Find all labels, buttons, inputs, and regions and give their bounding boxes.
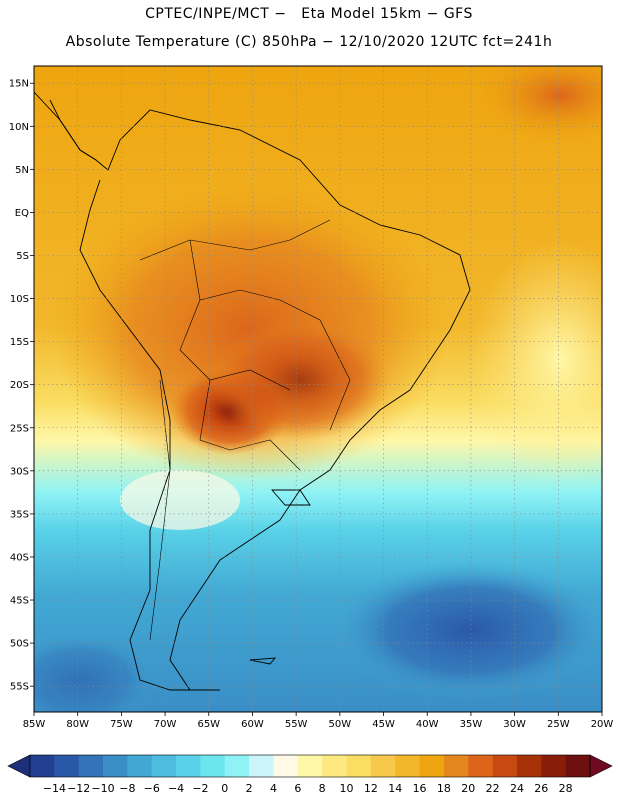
lon-tick-label: 50W: [329, 719, 352, 730]
colorbar-segment: [54, 755, 79, 777]
lat-tick-label: EQ: [15, 208, 29, 219]
colorbar-segment: [468, 755, 493, 777]
colorbar-label: 6: [294, 782, 301, 795]
colorbar-label: 26: [534, 782, 548, 795]
colorbar-label: 14: [388, 782, 402, 795]
lon-tick-label: 65W: [197, 719, 220, 730]
country-borders: [139, 219, 351, 641]
colorbar-label: 24: [510, 782, 524, 795]
colorbar-label: −14: [43, 782, 66, 795]
lat-tick-label: 15S: [10, 337, 29, 348]
lat-tick-label: 50S: [10, 639, 29, 650]
latitude-labels: 15N 10N 5N EQ 5S 10S 15S 20S 25S 30S 35S 40S 45S 50S 5…: [9, 79, 34, 693]
lat-tick-label: 10N: [9, 122, 29, 133]
colorbar-low-arrow: [7, 754, 31, 778]
lon-tick-label: 70W: [154, 719, 177, 730]
lat-tick-label: 10S: [10, 294, 29, 305]
colorbar-label: −8: [119, 782, 135, 795]
colorbar-segment: [103, 755, 128, 777]
colorbar-segment: [395, 755, 420, 777]
temperature-field: [34, 66, 602, 712]
colorbar-segment: [127, 755, 153, 777]
colorbar-segment: [516, 755, 542, 777]
colorbar-label: 12: [364, 782, 378, 795]
map-title-line1: CPTEC/INPE/MCT − Eta Model 15km − GFS: [145, 6, 473, 22]
colorbar-label: −12: [67, 782, 90, 795]
lat-tick-label: 5N: [15, 165, 29, 176]
lon-tick-label: 75W: [110, 719, 133, 730]
colorbar-segment: [78, 755, 104, 777]
lat-tick-label: 20S: [10, 380, 29, 391]
lon-tick-label: 45W: [372, 719, 395, 730]
colorbar-label: 2: [246, 782, 253, 795]
lat-tick-label: 30S: [10, 466, 29, 477]
lon-tick-label: 80W: [66, 719, 89, 730]
lon-tick-label: 35W: [460, 719, 483, 730]
colorbar-label: 0: [221, 782, 228, 795]
colorbar-segment: [346, 755, 372, 777]
colorbar-label: −2: [192, 782, 208, 795]
colorbar-segment: [565, 755, 591, 777]
graticule: [33, 66, 603, 712]
colorbar-segment: [322, 755, 347, 777]
colorbar-segment: [224, 755, 250, 777]
colorbar-label: −4: [168, 782, 184, 795]
colorbar-segment: [492, 755, 518, 777]
colorbar-segment: [151, 755, 177, 777]
lat-tick-label: 40S: [10, 552, 29, 563]
colorbar-label: −10: [91, 782, 114, 795]
lat-tick-label: 15N: [9, 79, 29, 90]
lon-tick-label: 40W: [416, 719, 439, 730]
lat-tick-label: 55S: [10, 682, 29, 693]
colorbar-label: 4: [270, 782, 277, 795]
colorbar-frame: [29, 754, 591, 778]
colorbar-segment: [297, 755, 323, 777]
colorbar-segment: [200, 755, 226, 777]
colorbar-segment: [541, 755, 566, 777]
map-frame: [33, 65, 603, 713]
colorbar-label: −6: [144, 782, 160, 795]
lat-tick-label: 25S: [10, 423, 29, 434]
lon-tick-label: 85W: [23, 719, 46, 730]
lon-tick-label: 60W: [241, 719, 264, 730]
colorbar-label: 20: [461, 782, 475, 795]
colorbar-label: 10: [340, 782, 354, 795]
colorbar-segment: [370, 755, 396, 777]
lat-tick-label: 45S: [10, 596, 29, 607]
colorbar-label: 22: [486, 782, 500, 795]
lon-tick-label: 25W: [547, 719, 570, 730]
colorbar-segment: [176, 755, 201, 777]
lon-tick-label: 20W: [591, 719, 614, 730]
lat-tick-label: 5S: [16, 251, 29, 262]
colorbar-high-arrow: [589, 754, 613, 778]
colorbar-label: 8: [319, 782, 326, 795]
colorbar-segment: [30, 755, 55, 777]
colorbar-segment: [443, 755, 469, 777]
colorbar-label: 16: [413, 782, 427, 795]
lon-tick-label: 30W: [503, 719, 526, 730]
colorbar: −14 −12 −10 −8 −6 −4 −2 0 2 4 6 8 10 12 14 16 18 20 22 24 26…: [7, 754, 613, 795]
longitude-labels: 85W 80W 75W 70W 65W 60W 55W 50W 45W 40W 35W 30W 25W 2…: [23, 712, 614, 730]
map-title-line2: Absolute Temperature (C) 850hPa − 12/10/…: [65, 34, 553, 50]
colorbar-segment: [249, 755, 274, 777]
colorbar-segment: [419, 755, 445, 777]
colorbar-label: 18: [437, 782, 451, 795]
lat-tick-label: 35S: [10, 509, 29, 520]
colorbar-label: 28: [559, 782, 573, 795]
lon-tick-label: 55W: [285, 719, 308, 730]
colorbar-segment: [273, 755, 299, 777]
